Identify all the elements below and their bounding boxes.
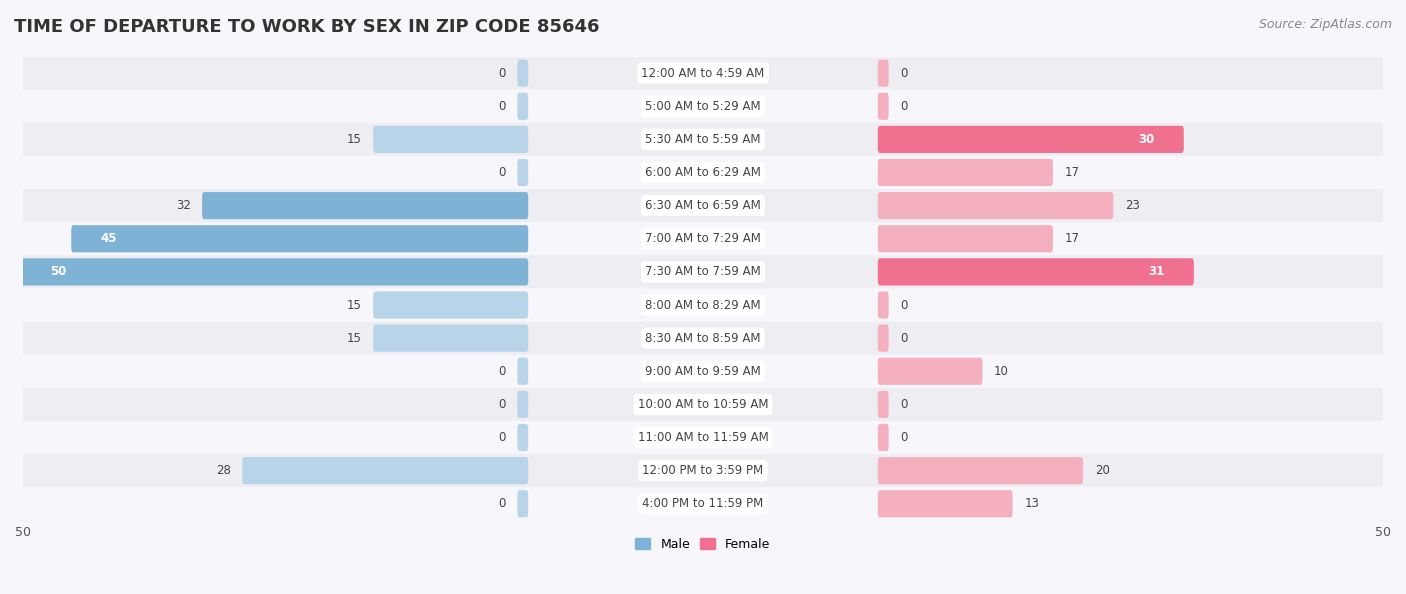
Text: 13: 13: [1024, 497, 1039, 510]
FancyBboxPatch shape: [517, 391, 529, 418]
Text: 6:30 AM to 6:59 AM: 6:30 AM to 6:59 AM: [645, 199, 761, 212]
Text: 7:30 AM to 7:59 AM: 7:30 AM to 7:59 AM: [645, 266, 761, 279]
Text: 28: 28: [217, 464, 231, 477]
Text: 8:00 AM to 8:29 AM: 8:00 AM to 8:29 AM: [645, 299, 761, 311]
Text: 17: 17: [1064, 166, 1080, 179]
FancyBboxPatch shape: [22, 156, 1384, 189]
Text: 6:00 AM to 6:29 AM: 6:00 AM to 6:29 AM: [645, 166, 761, 179]
FancyBboxPatch shape: [22, 222, 1384, 255]
Text: 0: 0: [900, 67, 908, 80]
FancyBboxPatch shape: [22, 90, 1384, 123]
Text: Source: ZipAtlas.com: Source: ZipAtlas.com: [1258, 18, 1392, 31]
Text: 11:00 AM to 11:59 AM: 11:00 AM to 11:59 AM: [638, 431, 768, 444]
FancyBboxPatch shape: [72, 225, 529, 252]
Text: 30: 30: [1139, 133, 1154, 146]
FancyBboxPatch shape: [373, 292, 529, 318]
Text: 7:00 AM to 7:29 AM: 7:00 AM to 7:29 AM: [645, 232, 761, 245]
FancyBboxPatch shape: [242, 457, 529, 484]
Text: 31: 31: [1149, 266, 1164, 279]
Text: 10:00 AM to 10:59 AM: 10:00 AM to 10:59 AM: [638, 398, 768, 411]
FancyBboxPatch shape: [877, 424, 889, 451]
FancyBboxPatch shape: [22, 454, 1384, 487]
FancyBboxPatch shape: [517, 490, 529, 517]
FancyBboxPatch shape: [373, 324, 529, 352]
FancyBboxPatch shape: [877, 59, 889, 87]
FancyBboxPatch shape: [877, 358, 983, 385]
Text: 9:00 AM to 9:59 AM: 9:00 AM to 9:59 AM: [645, 365, 761, 378]
Legend: Male, Female: Male, Female: [630, 533, 776, 556]
FancyBboxPatch shape: [877, 126, 1184, 153]
Text: 32: 32: [176, 199, 191, 212]
Text: 0: 0: [498, 431, 506, 444]
FancyBboxPatch shape: [517, 424, 529, 451]
FancyBboxPatch shape: [517, 358, 529, 385]
FancyBboxPatch shape: [877, 457, 1083, 484]
Text: 0: 0: [498, 67, 506, 80]
FancyBboxPatch shape: [877, 258, 1194, 286]
FancyBboxPatch shape: [22, 189, 1384, 222]
Text: 0: 0: [900, 431, 908, 444]
FancyBboxPatch shape: [22, 355, 1384, 388]
FancyBboxPatch shape: [877, 391, 889, 418]
FancyBboxPatch shape: [22, 421, 1384, 454]
FancyBboxPatch shape: [517, 59, 529, 87]
Text: 10: 10: [994, 365, 1010, 378]
Text: 5:30 AM to 5:59 AM: 5:30 AM to 5:59 AM: [645, 133, 761, 146]
FancyBboxPatch shape: [22, 487, 1384, 520]
Text: 8:30 AM to 8:59 AM: 8:30 AM to 8:59 AM: [645, 331, 761, 345]
FancyBboxPatch shape: [877, 225, 1053, 252]
Text: 12:00 PM to 3:59 PM: 12:00 PM to 3:59 PM: [643, 464, 763, 477]
FancyBboxPatch shape: [22, 289, 1384, 321]
Text: 17: 17: [1064, 232, 1080, 245]
FancyBboxPatch shape: [877, 292, 889, 318]
Text: 0: 0: [498, 166, 506, 179]
Text: 23: 23: [1125, 199, 1140, 212]
Text: 15: 15: [347, 331, 361, 345]
FancyBboxPatch shape: [22, 123, 1384, 156]
FancyBboxPatch shape: [22, 255, 1384, 289]
Text: 20: 20: [1095, 464, 1109, 477]
Text: 0: 0: [498, 100, 506, 113]
Text: TIME OF DEPARTURE TO WORK BY SEX IN ZIP CODE 85646: TIME OF DEPARTURE TO WORK BY SEX IN ZIP …: [14, 18, 599, 36]
Text: 15: 15: [347, 133, 361, 146]
FancyBboxPatch shape: [22, 56, 1384, 90]
FancyBboxPatch shape: [877, 490, 1012, 517]
FancyBboxPatch shape: [517, 159, 529, 186]
Text: 0: 0: [498, 365, 506, 378]
FancyBboxPatch shape: [373, 126, 529, 153]
FancyBboxPatch shape: [22, 321, 1384, 355]
FancyBboxPatch shape: [202, 192, 529, 219]
Text: 5:00 AM to 5:29 AM: 5:00 AM to 5:29 AM: [645, 100, 761, 113]
FancyBboxPatch shape: [517, 93, 529, 120]
Text: 45: 45: [100, 232, 117, 245]
Text: 0: 0: [498, 398, 506, 411]
Text: 0: 0: [498, 497, 506, 510]
FancyBboxPatch shape: [877, 159, 1053, 186]
FancyBboxPatch shape: [21, 258, 529, 286]
Text: 15: 15: [347, 299, 361, 311]
FancyBboxPatch shape: [22, 388, 1384, 421]
Text: 0: 0: [900, 331, 908, 345]
Text: 0: 0: [900, 398, 908, 411]
Text: 0: 0: [900, 299, 908, 311]
Text: 4:00 PM to 11:59 PM: 4:00 PM to 11:59 PM: [643, 497, 763, 510]
FancyBboxPatch shape: [877, 324, 889, 352]
Text: 12:00 AM to 4:59 AM: 12:00 AM to 4:59 AM: [641, 67, 765, 80]
Text: 50: 50: [51, 266, 66, 279]
FancyBboxPatch shape: [877, 93, 889, 120]
Text: 0: 0: [900, 100, 908, 113]
FancyBboxPatch shape: [877, 192, 1114, 219]
